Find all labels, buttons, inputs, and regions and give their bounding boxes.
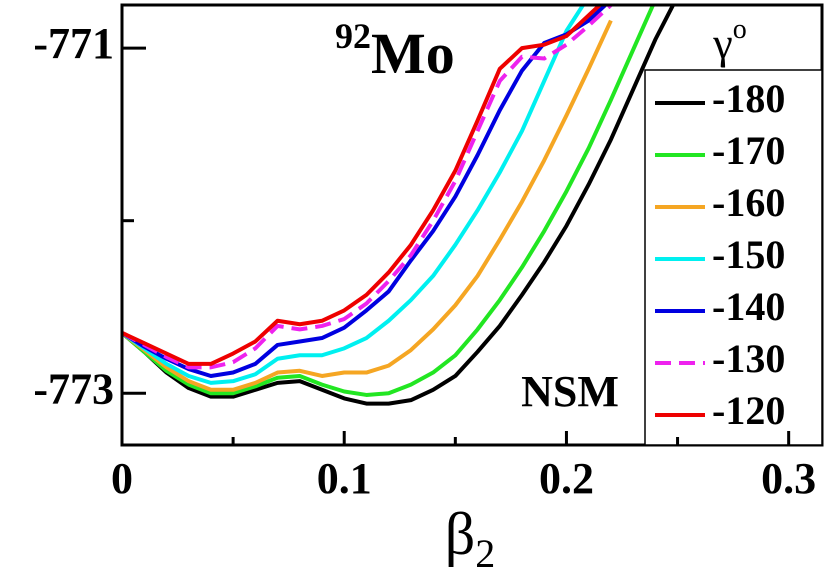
series-line <box>122 5 656 397</box>
legend-symbol: γ <box>712 19 732 68</box>
legend-superscript: o <box>733 14 747 45</box>
series-line <box>122 5 613 370</box>
legend-label: -170 <box>712 128 785 173</box>
x-tick-label: 0.2 <box>539 454 594 503</box>
legend-label: -150 <box>712 232 785 277</box>
x-tick-label: 0.3 <box>761 454 816 503</box>
legend-label: -130 <box>712 336 785 381</box>
element: Mo <box>371 21 455 86</box>
x-subscript: 2 <box>475 531 495 572</box>
series-line <box>122 5 603 366</box>
series-line <box>122 5 676 406</box>
legend-label: -160 <box>712 180 785 225</box>
x-axis-label: β2 <box>445 501 496 572</box>
y-tick-label: -773 <box>33 364 114 413</box>
series-line <box>122 5 609 378</box>
mass-number: 92 <box>335 16 371 56</box>
series-line <box>122 5 586 385</box>
legend-label: -180 <box>712 76 785 121</box>
y-tick-label: -771 <box>33 19 114 68</box>
x-symbol: β <box>445 501 476 567</box>
legend-title: γo <box>712 14 746 68</box>
plot-lines <box>122 5 676 406</box>
x-tick-label: 0.1 <box>317 454 372 503</box>
x-tick-label: 0 <box>111 454 133 503</box>
legend-box <box>644 69 823 446</box>
series-line <box>122 19 613 392</box>
nucleus-label: 92Mo <box>335 16 455 86</box>
legend-label: -140 <box>712 284 785 329</box>
legend-label: -120 <box>712 388 785 433</box>
model-label: NSM <box>521 367 619 416</box>
